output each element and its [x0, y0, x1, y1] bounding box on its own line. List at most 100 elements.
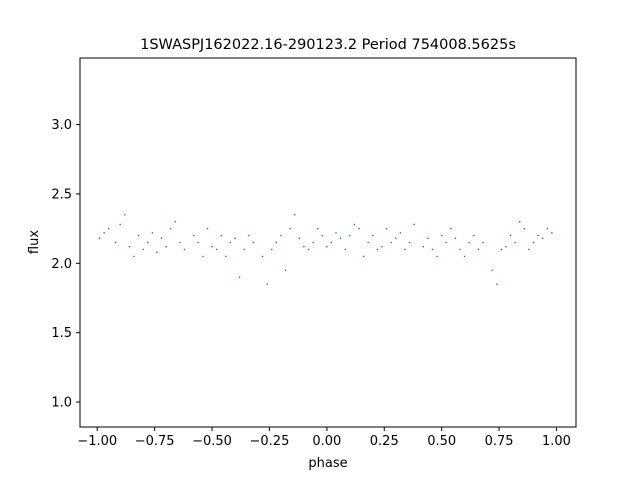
- data-point: [528, 248, 530, 251]
- data-point: [491, 269, 493, 272]
- data-point: [243, 248, 245, 251]
- data-point: [225, 255, 227, 258]
- data-point: [413, 223, 415, 226]
- data-point: [431, 248, 434, 251]
- data-point: [146, 241, 149, 244]
- data-point: [390, 241, 392, 244]
- data-point: [509, 234, 512, 237]
- data-point: [518, 220, 521, 223]
- data-point: [215, 248, 218, 251]
- data-point: [404, 248, 406, 251]
- y-tick-label: 2.5: [51, 187, 72, 202]
- data-point: [238, 276, 241, 278]
- data-point: [197, 241, 200, 244]
- y-axis: 1.0 1.5 2.0 2.5 3.0: [51, 118, 80, 411]
- data-point: [206, 227, 209, 230]
- x-tick-label: −0.75: [135, 434, 175, 449]
- data-point: [169, 227, 172, 230]
- data-point: [546, 227, 549, 230]
- data-point: [541, 237, 544, 240]
- data-point: [367, 241, 369, 244]
- data-point: [293, 213, 296, 216]
- x-tick-label: −0.25: [250, 434, 290, 449]
- data-point: [137, 234, 140, 237]
- data-point: [459, 248, 461, 251]
- data-point: [312, 241, 314, 244]
- x-tick-label: 0.75: [485, 434, 514, 449]
- data-point: [436, 255, 438, 258]
- data-point: [179, 241, 181, 244]
- data-point: [123, 213, 126, 216]
- data-point: [266, 283, 268, 285]
- data-point: [381, 245, 383, 248]
- data-point: [330, 241, 333, 244]
- data-point: [298, 237, 301, 240]
- data-point: [119, 223, 121, 226]
- data-point: [289, 227, 291, 230]
- data-point: [261, 255, 264, 258]
- data-point: [156, 251, 158, 254]
- data-point: [537, 234, 539, 237]
- data-point: [495, 283, 498, 285]
- data-point: [450, 227, 452, 230]
- data-point: [133, 255, 135, 258]
- x-tick-label: 1.00: [542, 434, 571, 449]
- data-point: [454, 237, 457, 240]
- data-point: [165, 245, 167, 248]
- data-point: [427, 237, 429, 240]
- data-point: [275, 241, 278, 244]
- data-point: [103, 231, 105, 234]
- data-point: [174, 220, 177, 223]
- data-point: [505, 245, 507, 248]
- y-tick-label: 2.0: [51, 257, 72, 272]
- x-axis-label: phase: [308, 456, 347, 471]
- data-point: [280, 234, 282, 237]
- data-point: [107, 227, 110, 230]
- data-point: [362, 255, 365, 258]
- data-point: [303, 245, 305, 248]
- data-point: [284, 269, 287, 272]
- data-point: [114, 241, 117, 244]
- data-point: [202, 255, 204, 258]
- data-point: [192, 234, 195, 237]
- data-point: [440, 234, 443, 237]
- x-tick-label: 0.25: [370, 434, 399, 449]
- data-point: [532, 241, 535, 244]
- y-axis-label: flux: [27, 230, 42, 254]
- data-point: [142, 248, 144, 251]
- data-point: [473, 234, 475, 237]
- data-point: [211, 245, 213, 248]
- data-point: [247, 234, 250, 237]
- data-point: [151, 231, 154, 234]
- data-point: [160, 237, 163, 240]
- data-point: [335, 231, 337, 234]
- x-tick-label: −1.00: [77, 434, 117, 449]
- y-tick-label: 1.5: [51, 326, 72, 341]
- data-point: [353, 223, 356, 226]
- data-point: [371, 234, 374, 237]
- data-point: [270, 248, 273, 251]
- chart-title: 1SWASPJ162022.16-290123.2 Period 754008.…: [140, 37, 516, 53]
- data-point: [229, 241, 232, 244]
- data-point: [376, 248, 379, 251]
- plot-frame: [79, 57, 577, 428]
- data-point: [385, 227, 388, 230]
- data-point: [220, 234, 223, 237]
- data-point: [408, 241, 411, 244]
- x-tick-label: 0.50: [427, 434, 456, 449]
- data-point: [252, 241, 255, 244]
- x-axis: −1.00 −0.75 −0.50 −0.25 0.00 0.25 0.50 0.75 1.00: [77, 427, 571, 449]
- data-point: [326, 245, 328, 248]
- data-point: [344, 248, 347, 251]
- data-point: [98, 237, 101, 240]
- x-tick-label: −0.50: [192, 434, 232, 449]
- data-point: [477, 248, 480, 251]
- data-point: [128, 245, 131, 248]
- data-point: [482, 241, 484, 244]
- y-tick-label: 1.0: [51, 396, 72, 411]
- y-tick-label: 3.0: [51, 118, 72, 133]
- data-points: [98, 213, 553, 285]
